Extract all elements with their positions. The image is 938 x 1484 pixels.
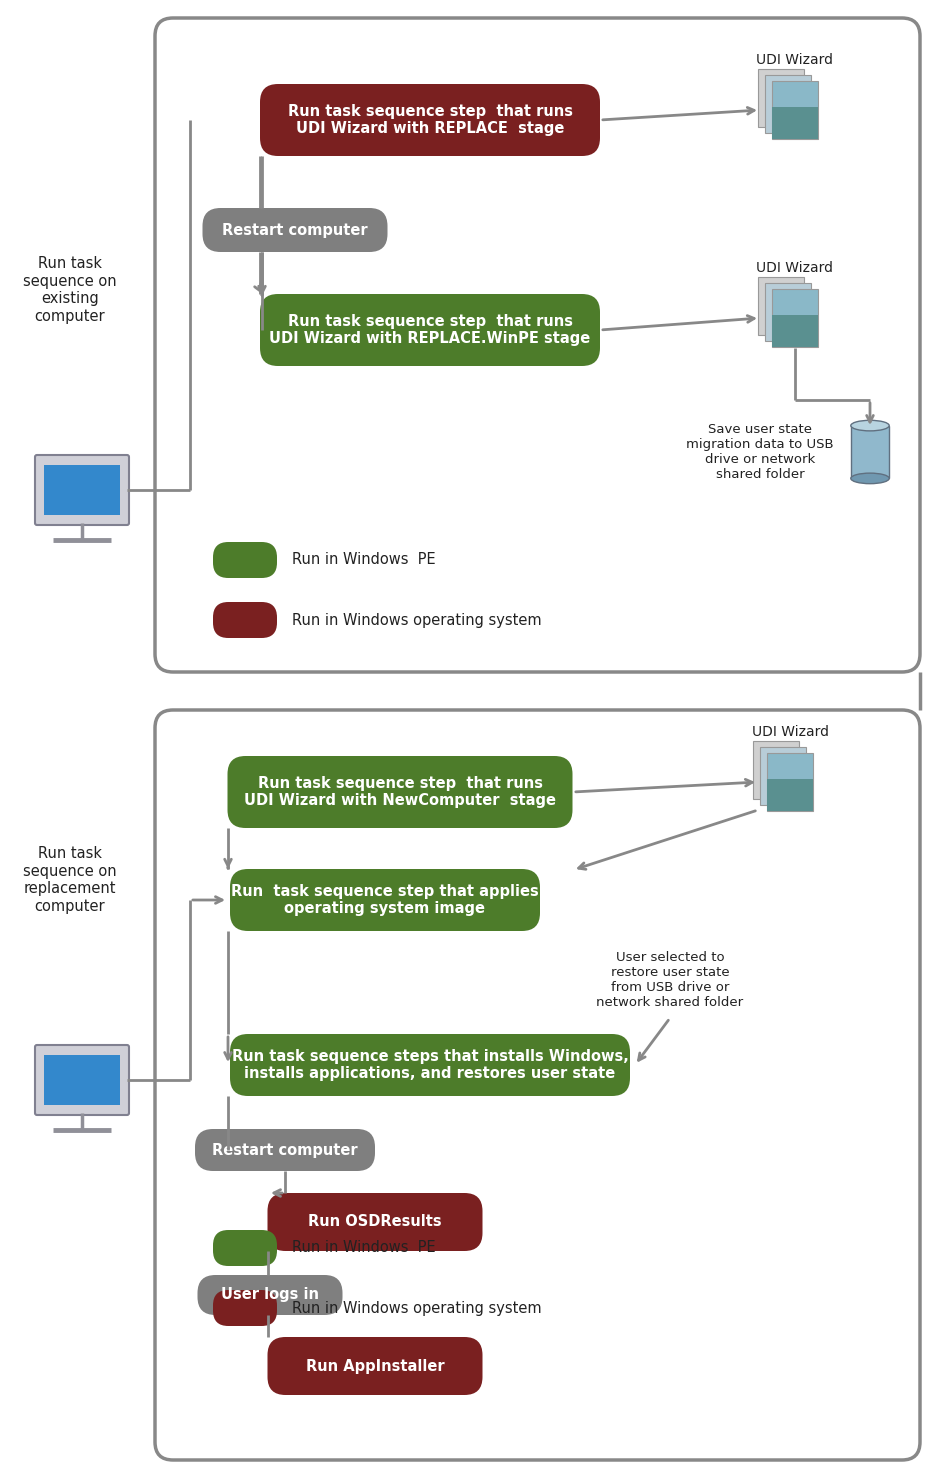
FancyBboxPatch shape	[195, 1129, 375, 1171]
Bar	[772, 289, 818, 347]
FancyBboxPatch shape	[267, 1337, 482, 1395]
FancyBboxPatch shape	[198, 1275, 342, 1315]
Ellipse shape	[851, 420, 889, 430]
Text: Restart computer: Restart computer	[212, 1143, 357, 1158]
Bar	[760, 746, 807, 804]
Text: Restart computer: Restart computer	[222, 223, 368, 237]
Text: Run task
sequence on
existing
computer: Run task sequence on existing computer	[23, 257, 117, 324]
Bar	[766, 752, 813, 810]
Ellipse shape	[851, 473, 889, 484]
FancyBboxPatch shape	[155, 18, 920, 672]
Bar	[758, 70, 805, 126]
FancyBboxPatch shape	[228, 755, 572, 828]
Text: User selected to
restore user state
from USB drive or
network shared folder: User selected to restore user state from…	[597, 951, 744, 1009]
Bar	[44, 464, 120, 515]
Text: Run OSDResults: Run OSDResults	[309, 1214, 442, 1230]
FancyBboxPatch shape	[267, 1193, 482, 1251]
Text: Run task sequence step  that runs
UDI Wizard with REPLACE.WinPE stage: Run task sequence step that runs UDI Wiz…	[269, 313, 591, 346]
Bar	[772, 107, 818, 139]
Text: Run task
sequence on
replacement
computer: Run task sequence on replacement compute…	[23, 846, 117, 914]
FancyBboxPatch shape	[230, 1034, 630, 1097]
Text: Run in Windows  PE: Run in Windows PE	[292, 1241, 435, 1255]
Text: UDI Wizard: UDI Wizard	[757, 261, 834, 275]
FancyBboxPatch shape	[213, 603, 277, 638]
FancyBboxPatch shape	[213, 542, 277, 577]
Bar	[764, 76, 811, 134]
FancyBboxPatch shape	[35, 456, 129, 525]
Bar	[772, 82, 818, 139]
Bar	[758, 278, 805, 335]
Text: Run in Windows operating system: Run in Windows operating system	[292, 1300, 541, 1315]
Text: Run task sequence step  that runs
UDI Wizard with NewComputer  stage: Run task sequence step that runs UDI Wiz…	[244, 776, 556, 809]
Text: Run AppInstaller: Run AppInstaller	[306, 1358, 445, 1374]
FancyBboxPatch shape	[203, 208, 387, 252]
Text: Run in Windows operating system: Run in Windows operating system	[292, 613, 541, 628]
Text: UDI Wizard: UDI Wizard	[751, 726, 828, 739]
Text: User logs in: User logs in	[221, 1288, 319, 1303]
Bar	[772, 315, 818, 347]
FancyBboxPatch shape	[260, 294, 600, 367]
FancyBboxPatch shape	[213, 1290, 277, 1327]
Bar	[752, 741, 799, 798]
FancyBboxPatch shape	[213, 1230, 277, 1266]
Bar	[44, 1055, 120, 1106]
Text: Run in Windows  PE: Run in Windows PE	[292, 552, 435, 567]
Bar	[764, 283, 811, 341]
Text: Save user state
migration data to USB
drive or network
shared folder: Save user state migration data to USB dr…	[687, 423, 834, 481]
FancyBboxPatch shape	[260, 85, 600, 156]
FancyBboxPatch shape	[230, 870, 540, 930]
Bar	[766, 779, 813, 810]
Text: Run  task sequence step that applies
operating system image: Run task sequence step that applies oper…	[231, 884, 538, 916]
FancyBboxPatch shape	[155, 709, 920, 1460]
FancyBboxPatch shape	[35, 1045, 129, 1114]
Text: Run task sequence steps that installs Windows,
installs applications, and restor: Run task sequence steps that installs Wi…	[232, 1049, 628, 1082]
Bar	[851, 426, 889, 478]
Text: Run task sequence step  that runs
UDI Wizard with REPLACE  stage: Run task sequence step that runs UDI Wiz…	[288, 104, 572, 137]
Text: UDI Wizard: UDI Wizard	[757, 53, 834, 67]
